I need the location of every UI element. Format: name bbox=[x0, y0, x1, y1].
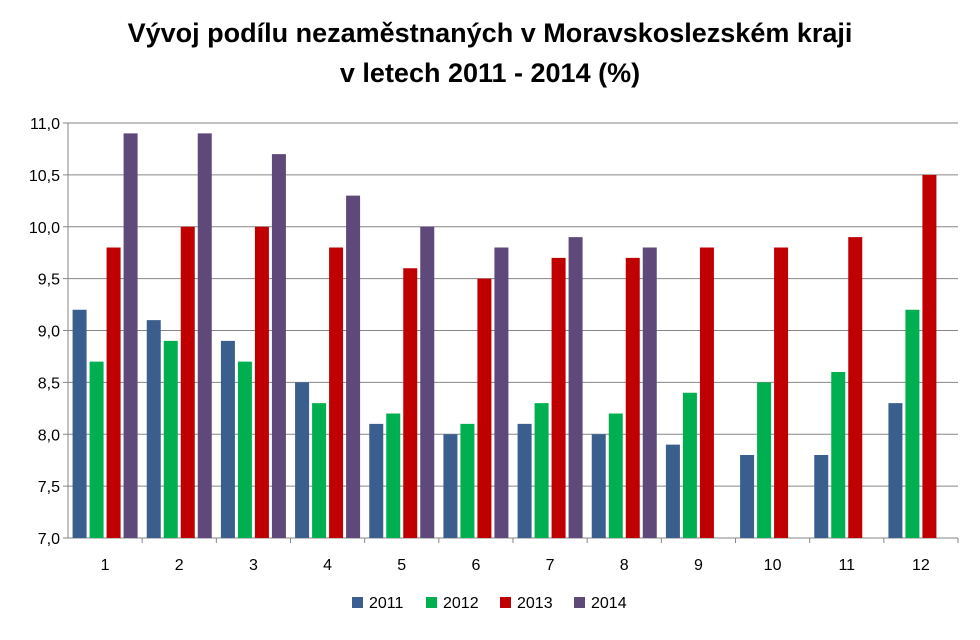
legend-swatch-2012 bbox=[426, 597, 437, 608]
x-tick-label: 6 bbox=[471, 557, 480, 574]
bar-2013-12 bbox=[922, 174, 937, 538]
bar-2013-3 bbox=[254, 226, 269, 538]
bar-2014-5 bbox=[420, 226, 435, 538]
bar-2011-6 bbox=[443, 434, 458, 538]
bar-2011-1 bbox=[72, 309, 87, 538]
bar-2011-7 bbox=[517, 423, 532, 538]
y-tick-label: 10,0 bbox=[29, 220, 60, 237]
legend-label-2012: 2012 bbox=[443, 595, 479, 612]
bar-2013-5 bbox=[403, 268, 418, 538]
bar-2013-2 bbox=[180, 226, 195, 538]
x-tick-label: 11 bbox=[838, 557, 855, 574]
bar-2012-2 bbox=[163, 340, 178, 538]
bar-2011-4 bbox=[295, 382, 310, 538]
bar-2012-9 bbox=[682, 392, 697, 538]
bar-2012-10 bbox=[757, 382, 772, 538]
bar-2011-5 bbox=[369, 423, 384, 538]
legend-label-2013: 2013 bbox=[517, 595, 553, 612]
x-tick-label: 9 bbox=[694, 557, 703, 574]
y-tick-label: 8,0 bbox=[38, 427, 60, 444]
bar-2012-8 bbox=[608, 413, 623, 538]
bar-2011-11 bbox=[814, 455, 829, 538]
bar-2013-11 bbox=[848, 237, 863, 538]
bar-2013-6 bbox=[477, 278, 492, 538]
x-tick-label: 8 bbox=[620, 557, 629, 574]
legend-swatch-2014 bbox=[574, 597, 585, 608]
bar-2012-6 bbox=[460, 423, 475, 538]
legend-swatch-2011 bbox=[352, 597, 363, 608]
y-tick-label: 11,0 bbox=[30, 116, 60, 133]
bar-2011-3 bbox=[220, 340, 235, 538]
bar-2011-10 bbox=[740, 455, 755, 538]
bar-2012-12 bbox=[905, 309, 920, 538]
x-tick-label: 4 bbox=[323, 557, 332, 574]
y-tick-label: 8,5 bbox=[38, 375, 60, 392]
y-tick-label: 9,5 bbox=[38, 272, 60, 289]
bar-2014-8 bbox=[642, 247, 657, 538]
bar-2014-1 bbox=[123, 133, 138, 538]
x-tick-label: 5 bbox=[397, 557, 406, 574]
x-tick-label: 2 bbox=[175, 557, 184, 574]
bar-2012-7 bbox=[534, 403, 549, 538]
x-tick-label: 7 bbox=[546, 557, 555, 574]
bar-2013-10 bbox=[774, 247, 789, 538]
bar-2012-1 bbox=[89, 361, 104, 538]
legend-swatch-2013 bbox=[500, 597, 511, 608]
x-tick-label: 1 bbox=[101, 557, 110, 574]
legend-label-2014: 2014 bbox=[591, 595, 627, 612]
x-tick-label: 3 bbox=[249, 557, 258, 574]
y-tick-label: 9,0 bbox=[38, 324, 60, 341]
x-tick-label: 12 bbox=[912, 557, 930, 574]
bar-2014-7 bbox=[568, 237, 583, 538]
chart-title-line-1: Vývoj podílu nezaměstnaných v Moravskosl… bbox=[127, 18, 853, 48]
bar-2012-4 bbox=[312, 403, 327, 538]
bar-2013-9 bbox=[699, 247, 714, 538]
bar-2014-2 bbox=[197, 133, 212, 538]
bar-2013-7 bbox=[551, 257, 566, 538]
chart-title-line-2: v letech 2011 - 2014 (%) bbox=[339, 58, 641, 88]
bar-2011-8 bbox=[591, 434, 606, 538]
bar-2011-12 bbox=[888, 403, 903, 538]
x-tick-label: 10 bbox=[764, 557, 782, 574]
bar-2014-3 bbox=[271, 154, 286, 538]
bar-2014-4 bbox=[346, 195, 361, 538]
bar-2014-6 bbox=[494, 247, 509, 538]
bar-2012-3 bbox=[237, 361, 252, 538]
bar-2011-9 bbox=[665, 444, 680, 538]
y-tick-label: 10,5 bbox=[29, 168, 60, 185]
legend-label-2011: 2011 bbox=[369, 595, 404, 612]
bar-2011-2 bbox=[146, 320, 161, 538]
bar-2012-5 bbox=[386, 413, 401, 538]
bar-2013-1 bbox=[106, 247, 121, 538]
y-tick-label: 7,5 bbox=[38, 479, 60, 496]
bar-2013-4 bbox=[329, 247, 344, 538]
bar-2012-11 bbox=[831, 372, 846, 538]
y-tick-label: 7,0 bbox=[38, 531, 60, 548]
bar-2013-8 bbox=[625, 257, 640, 538]
